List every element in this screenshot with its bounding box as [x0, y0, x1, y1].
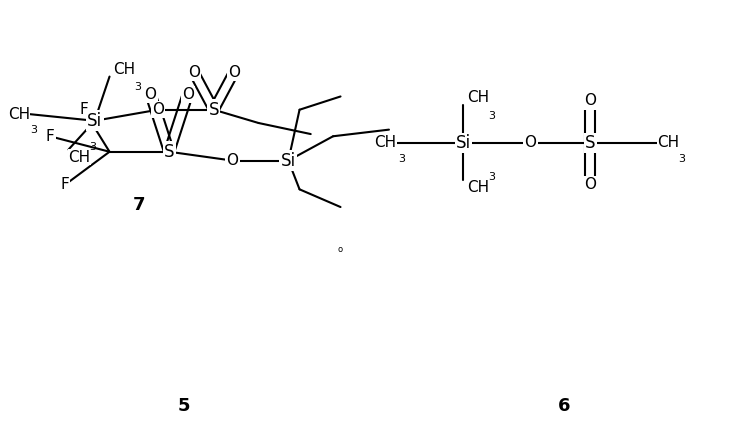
- Text: O: O: [152, 102, 164, 117]
- Text: CH: CH: [113, 61, 135, 77]
- Text: Si: Si: [87, 112, 102, 130]
- Text: 7: 7: [133, 196, 146, 214]
- Text: S: S: [209, 101, 219, 119]
- Text: O: O: [524, 135, 536, 150]
- Text: CH: CH: [468, 90, 489, 105]
- Text: 3: 3: [31, 125, 37, 135]
- Text: CH: CH: [657, 135, 679, 150]
- Text: S: S: [585, 134, 595, 152]
- Text: F: F: [61, 178, 70, 192]
- Text: O: O: [584, 93, 596, 109]
- Text: o: o: [338, 245, 343, 254]
- Text: O: O: [228, 65, 240, 80]
- Text: O: O: [144, 87, 156, 102]
- Text: 3: 3: [90, 142, 96, 152]
- Text: CH: CH: [374, 135, 396, 150]
- Text: 6: 6: [558, 397, 570, 415]
- Text: 3: 3: [488, 172, 495, 182]
- Text: O: O: [182, 87, 194, 102]
- Text: F: F: [79, 102, 88, 117]
- Text: O: O: [584, 178, 596, 192]
- Text: O: O: [227, 153, 239, 168]
- Text: CH: CH: [468, 181, 489, 195]
- Text: O: O: [188, 65, 200, 80]
- Text: Si: Si: [456, 134, 471, 152]
- Text: F: F: [46, 129, 55, 144]
- Text: 3: 3: [134, 82, 141, 92]
- Text: 3: 3: [488, 111, 495, 121]
- Text: 5: 5: [178, 397, 190, 415]
- Text: 3: 3: [398, 154, 405, 164]
- Text: 3: 3: [678, 154, 685, 164]
- Text: CH: CH: [7, 107, 30, 121]
- Text: CH: CH: [69, 150, 91, 165]
- Text: Si: Si: [280, 152, 296, 170]
- Text: S: S: [164, 143, 174, 161]
